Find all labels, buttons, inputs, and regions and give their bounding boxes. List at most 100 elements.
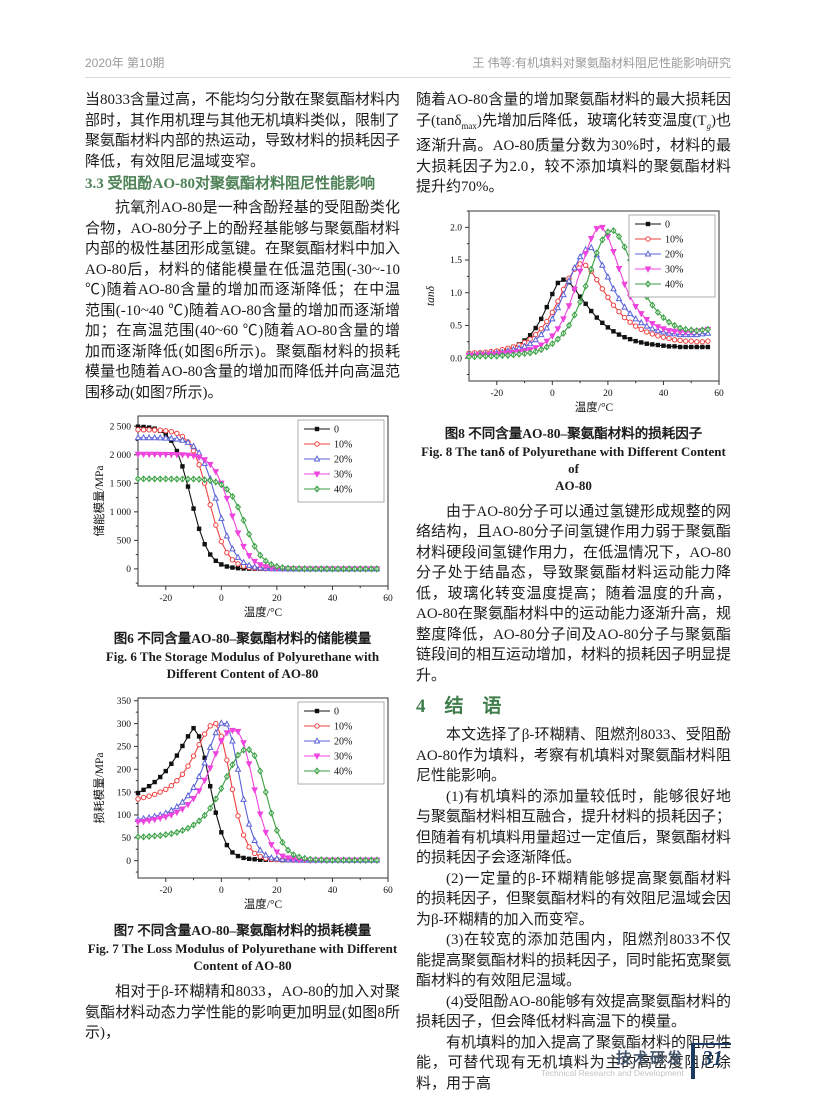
svg-text:30%: 30% xyxy=(334,470,352,481)
svg-text:20: 20 xyxy=(603,389,613,399)
fig6-storage-modulus-chart: -20 0 20 40 60 0 500 1 000 1 500 2 000 2 500 温度/°C 储… xyxy=(92,415,393,619)
svg-text:tanδ: tanδ xyxy=(425,285,437,306)
fig8-caption-en-line1: Fig. 8 The tanδ of Polyurethane with Dif… xyxy=(421,443,726,476)
svg-text:20%: 20% xyxy=(334,737,352,748)
svg-text:1.5: 1.5 xyxy=(450,256,462,266)
svg-text:20: 20 xyxy=(272,886,282,896)
fig8-tandelta-chart: -20 0 20 40 60 0.0 0.5 1.0 1.5 2.0 温度/°C tanδ 0 10% 20… xyxy=(425,210,724,414)
section-heading-4: 4 结 语 xyxy=(416,696,502,717)
svg-text:200: 200 xyxy=(116,765,131,775)
subscript-max: max xyxy=(461,120,477,131)
svg-text:20%: 20% xyxy=(334,455,352,466)
subscript-g: g xyxy=(706,120,711,131)
journal-header: 2020年 第10期 王 伟等:有机填料对聚氨酯材料阻尼性能影响研究 xyxy=(85,54,731,71)
conclusion-point-3: (3)在较宽的添加范围内，阻燃剂8033不仅能提高聚氨酯材料的损耗因子，同时能拓… xyxy=(416,932,732,989)
svg-text:2.0: 2.0 xyxy=(450,223,462,233)
paragraph-8033-overflow: 当8033含量过高，不能均匀分散在聚氨酯材料内部时，其作用机理与其他无机填料类似… xyxy=(85,92,401,170)
paragraph-comparison: 相对于β-环糊精和8033，AO-80的加入对聚氨酯材料动态力学性能的影响更加明… xyxy=(85,984,400,1041)
paragraph-tandelta-seg4: )也逐渐升高。AO-80质量分数为30%时，材料的最大损耗因子为2.0，较不添加… xyxy=(416,112,732,196)
svg-text:60: 60 xyxy=(714,389,724,399)
svg-text:0.5: 0.5 xyxy=(450,321,462,331)
header-article-title: 王 伟等:有机填料对聚氨酯材料阻尼性能影响研究 xyxy=(472,56,731,70)
svg-text:10%: 10% xyxy=(665,234,683,245)
conclusion-point-1: (1)有机填料的添加量较低时，能够很好地与聚氨酯材料相互融合，提升材料的损耗因子… xyxy=(416,788,732,867)
svg-text:损耗模量/MPa: 损耗模量/MPa xyxy=(92,753,106,824)
svg-text:1 000: 1 000 xyxy=(109,508,131,518)
svg-text:-20: -20 xyxy=(159,886,172,896)
svg-text:20: 20 xyxy=(272,594,282,604)
footer-section-en: Technical Research and Development xyxy=(540,1068,684,1078)
svg-text:温度/°C: 温度/°C xyxy=(243,605,282,619)
svg-text:500: 500 xyxy=(116,537,131,547)
right-column: 随着AO-80含量的增加聚氨酯材料的最大损耗因子(tanδmax)先增加后降低，… xyxy=(416,90,731,1094)
svg-text:1 500: 1 500 xyxy=(109,480,131,490)
conclusion-intro: 本文选择了β-环糊精、阻燃剂8033、受阻酚AO-80作为填料，考察有机填料对聚… xyxy=(416,727,731,784)
svg-text:温度/°C: 温度/°C xyxy=(574,400,613,414)
section-heading-3-3: 3.3 受阻酚AO-80对聚氨酯材料阻尼性能影响 xyxy=(85,176,375,192)
page-footer: 技术研发 Technical Research and Development … xyxy=(541,1043,731,1079)
paragraph-tandelta: 随着AO-80含量的增加聚氨酯材料的最大损耗因子(tanδmax)先增加后降低，… xyxy=(416,90,731,198)
svg-text:350: 350 xyxy=(116,697,131,707)
svg-text:30%: 30% xyxy=(665,264,683,275)
svg-text:300: 300 xyxy=(116,720,131,730)
conclusion-point-2: (2)一定量的β-环糊精能够提高聚氨酯材料的损耗因子，但聚氨酯材料的有效阻尼温域… xyxy=(416,870,732,928)
svg-text:60: 60 xyxy=(383,886,393,896)
svg-text:-20: -20 xyxy=(159,594,172,604)
svg-text:10%: 10% xyxy=(334,440,352,451)
svg-text:40: 40 xyxy=(658,389,668,399)
figure-8: -20 0 20 40 60 0.0 0.5 1.0 1.5 2.0 温度/°C tanδ 0 10% 20… xyxy=(416,203,731,494)
svg-text:0: 0 xyxy=(218,886,223,896)
fig8-caption-cn: 图8 不同含量AO-80–聚氨酯材料的损耗因子 xyxy=(444,425,703,441)
fig8-caption-en: Fig. 8 The tanδ of Polyurethane with Dif… xyxy=(416,443,731,494)
svg-text:60: 60 xyxy=(383,594,393,604)
svg-text:40%: 40% xyxy=(334,485,352,496)
figure-7: -20 0 20 40 60 0 50 100 150 200 250 300 350 温度/°C 损耗模量… xyxy=(85,690,400,974)
svg-text:250: 250 xyxy=(116,743,131,753)
svg-text:0: 0 xyxy=(126,565,131,575)
page-content: 当8033含量过高，不能均匀分散在聚氨酯材料内部时，其作用机理与其他无机填料类似… xyxy=(85,90,731,1094)
page-number: 31 xyxy=(691,1043,731,1079)
svg-text:储能模量/MPa: 储能模量/MPa xyxy=(92,466,106,537)
footer-section-cn: 技术研发 xyxy=(615,1050,684,1067)
svg-text:150: 150 xyxy=(116,788,131,798)
fig7-caption-cn: 图7 不同含量AO-80–聚氨酯材料的损耗模量 xyxy=(113,923,372,938)
svg-text:0: 0 xyxy=(549,389,554,399)
svg-text:40: 40 xyxy=(327,594,337,604)
svg-text:0: 0 xyxy=(126,857,131,867)
fig6-caption-en-line1: Fig. 6 The Storage Modulus of Polyuretha… xyxy=(105,649,380,664)
svg-text:20%: 20% xyxy=(665,249,683,260)
svg-text:0: 0 xyxy=(334,425,339,436)
paragraph-tandelta-seg0: 随着AO-80含量的增加聚氨酯材料的最大损耗因子(tanδ xyxy=(416,92,731,129)
svg-text:40%: 40% xyxy=(334,767,352,778)
svg-text:30%: 30% xyxy=(334,752,352,763)
svg-text:0: 0 xyxy=(218,594,223,604)
header-issue: 2020年 第10期 xyxy=(85,56,165,70)
svg-text:40%: 40% xyxy=(665,279,683,290)
fig7-caption-en: Fig. 7 The Loss Modulus of Polyurethane … xyxy=(85,940,400,974)
fig6-caption-cn: 图6 不同含量AO-80–聚氨酯材料的储能模量 xyxy=(113,631,372,646)
svg-text:10%: 10% xyxy=(334,722,352,733)
svg-text:温度/°C: 温度/°C xyxy=(243,897,282,911)
paragraph-hydrogen-bond: 由于AO-80分子可以通过氢键形成规整的网络结构，且AO-80分子间氢键作用力弱… xyxy=(416,503,732,684)
figure-6: -20 0 20 40 60 0 500 1 000 1 500 2 000 2 500 温度/°C 储… xyxy=(85,408,400,682)
svg-text:0.0: 0.0 xyxy=(450,354,462,364)
left-column: 当8033含量过高，不能均匀分散在聚氨酯材料内部时，其作用机理与其他无机填料类似… xyxy=(85,90,400,1094)
paragraph-tandelta-seg2: )先增加后降低，玻璃化转变温度(T xyxy=(476,112,707,129)
conclusion-final: 有机填料的加入提高了聚氨酯材料的阻尼性能，可替代现有无机填料为主的高密度阻尼涂料… xyxy=(416,1034,732,1092)
paragraph-ao80-intro: 抗氧剂AO-80是一种含酚羟基的受阻酚类化合物，AO-80分子上的酚羟基能够与聚… xyxy=(85,200,401,401)
svg-text:100: 100 xyxy=(116,811,131,821)
svg-text:0: 0 xyxy=(665,219,670,230)
svg-text:-20: -20 xyxy=(490,389,503,399)
conclusion-point-4: (4)受阻酚AO-80能够有效提高聚氨酯材料的损耗因子，但会降低材料高温下的模量… xyxy=(416,993,731,1031)
svg-text:40: 40 xyxy=(327,886,337,896)
fig6-caption-en: Fig. 6 The Storage Modulus of Polyuretha… xyxy=(85,648,400,682)
svg-text:2 000: 2 000 xyxy=(109,451,131,461)
svg-text:50: 50 xyxy=(121,834,131,844)
fig7-caption-en-line2: Content of AO-80 xyxy=(193,958,292,973)
svg-text:1.0: 1.0 xyxy=(450,288,462,298)
footer-section-label: 技术研发 Technical Research and Development xyxy=(541,1043,684,1078)
fig7-caption-en-line1: Fig. 7 The Loss Modulus of Polyurethane … xyxy=(87,941,398,956)
fig8-caption-en-line2: AO-80 xyxy=(555,477,592,493)
svg-text:0: 0 xyxy=(334,707,339,718)
header-divider xyxy=(85,77,731,78)
